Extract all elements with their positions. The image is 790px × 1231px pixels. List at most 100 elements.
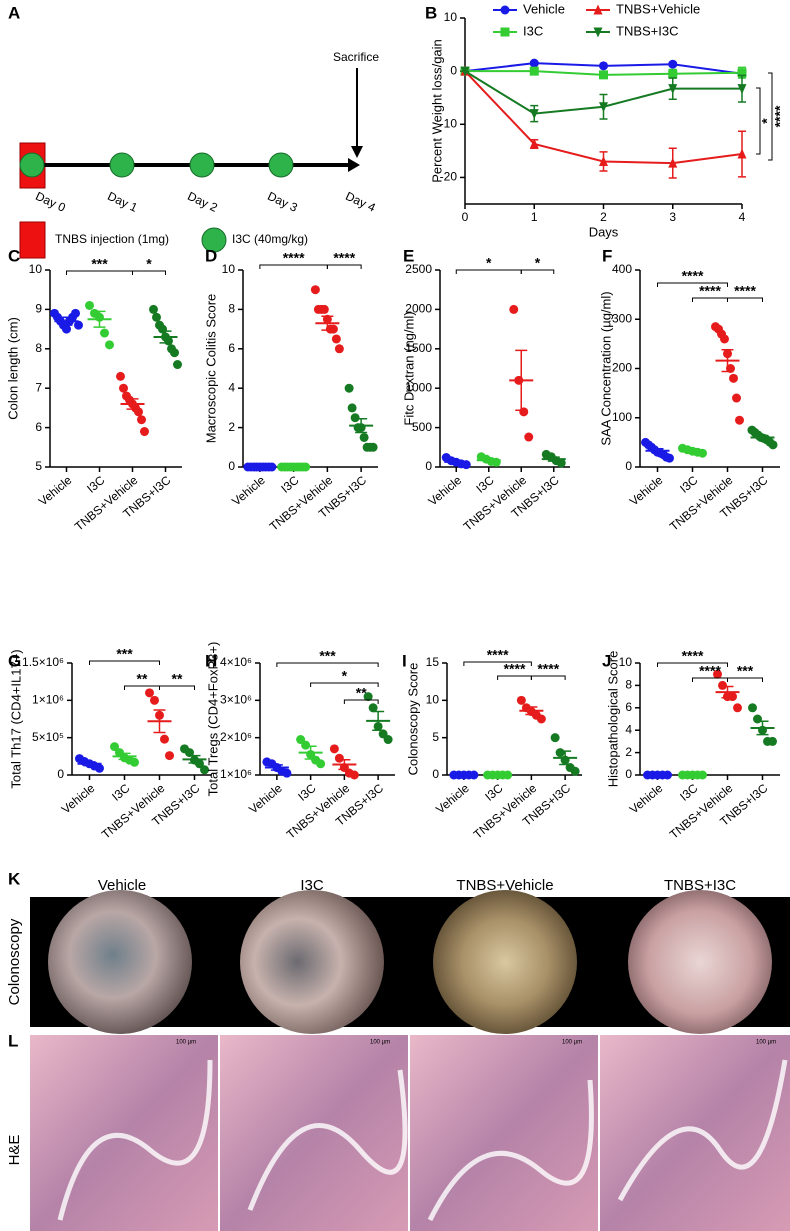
marker	[737, 84, 747, 95]
y-tick-label: 2	[228, 420, 235, 434]
data-point	[768, 440, 778, 450]
i3c-dot	[268, 152, 294, 178]
data-point	[319, 304, 329, 314]
column-label: I3C	[300, 877, 324, 894]
data-point	[349, 770, 359, 780]
marker	[599, 102, 608, 113]
sem-bar	[756, 434, 769, 441]
y-tick-label: 4	[625, 722, 632, 736]
significance-bracket	[276, 662, 379, 667]
histology-image	[220, 1035, 408, 1231]
data-point	[301, 740, 311, 750]
colonoscopy-image	[433, 890, 577, 1034]
sem-bar	[525, 706, 538, 716]
significance-bracket	[657, 662, 728, 667]
sem-bar	[355, 417, 368, 434]
data-point	[140, 427, 149, 437]
y-axis-label: Total Tregs (CD4+FoxP3+)	[205, 642, 220, 797]
data-point	[137, 415, 146, 425]
data-point	[768, 736, 777, 746]
y-tick-label: -20	[440, 170, 458, 184]
data-point	[331, 334, 341, 344]
i3c-dot	[189, 152, 215, 178]
y-tick-label: 1500	[405, 341, 432, 355]
x-tick-label: 4	[739, 210, 746, 224]
data-point	[363, 692, 373, 702]
panel-a: A Sacrifice Day 0 Day 1 Day 2 Day 3 Day …	[8, 3, 379, 259]
marker	[668, 69, 678, 79]
significance-label: ****	[734, 283, 756, 299]
data-point	[516, 695, 526, 705]
scale-bar-label: 100 µm	[562, 1040, 582, 1046]
marker	[460, 66, 470, 77]
legend-label: Vehicle	[523, 1, 565, 16]
y-tick-label: 6	[228, 341, 235, 355]
significance-label: ***	[91, 256, 108, 272]
panel-k: K Colonoscopy Vehicle I3C TNBS+Vehicle T…	[6, 869, 790, 1034]
y-tick-label: 4	[228, 380, 235, 394]
data-point	[328, 324, 338, 334]
day-label: Day 0	[33, 189, 68, 215]
sacrifice-arrowhead	[351, 146, 363, 158]
y-tick-label: -10	[440, 116, 458, 130]
sem-bar	[321, 315, 334, 331]
significance-label: *	[486, 255, 492, 271]
data-point	[735, 415, 744, 425]
scale-bar-label: 100 µm	[756, 1040, 776, 1046]
x-tick-label: I3C	[677, 473, 701, 496]
panel-label: L	[8, 1031, 18, 1050]
marker	[529, 138, 539, 149]
y-axis-label: Total Th17 (CD4+IL17+)	[8, 649, 23, 788]
significance-label: *	[146, 256, 152, 272]
y-tick-label: 3×10⁶	[220, 693, 252, 707]
significance-label: ****	[333, 250, 355, 266]
data-point	[334, 344, 344, 354]
significance-label: ****	[537, 661, 559, 677]
significance-label: ***	[319, 648, 336, 664]
panel-label: J	[602, 651, 611, 670]
significance-label: ****	[682, 268, 704, 284]
data-point	[729, 373, 738, 383]
data-point	[85, 300, 94, 310]
data-point	[316, 759, 326, 769]
sem-bar	[756, 720, 769, 736]
y-tick-label: 10	[222, 262, 236, 276]
x-tick-label: 2	[600, 210, 607, 224]
data-point	[74, 320, 83, 330]
x-tick-label: I3C	[278, 473, 302, 496]
sem-bar	[126, 398, 139, 410]
data-point	[344, 383, 354, 393]
panel-label: I	[402, 651, 407, 670]
significance-bracket	[343, 699, 379, 704]
data-point	[116, 371, 125, 381]
timeline-arrow	[348, 158, 360, 172]
column-label: Vehicle	[98, 877, 146, 894]
day-label: Day 3	[265, 189, 300, 215]
marker	[668, 84, 678, 95]
data-point	[359, 432, 369, 442]
y-tick-label: 0	[432, 767, 439, 781]
data-point	[524, 432, 534, 442]
y-tick-label: 1×10⁶	[220, 767, 252, 781]
significance-label: ****	[487, 647, 509, 663]
significance-bracket	[657, 282, 728, 287]
y-tick-label: 5×10⁵	[32, 730, 64, 744]
x-tick-label: Vehicle	[246, 781, 285, 817]
significance-label: *	[759, 118, 775, 124]
row-label: H&E	[6, 1135, 23, 1166]
data-point	[100, 328, 109, 338]
panel-label: B	[425, 3, 437, 22]
data-point	[748, 703, 757, 713]
colonoscopy-image	[48, 890, 192, 1034]
significance-label: **	[172, 671, 183, 687]
y-tick-label: 7	[35, 380, 42, 394]
marker	[668, 59, 678, 69]
y-tick-label: 0	[425, 459, 432, 473]
marker	[500, 5, 510, 15]
i3c-dot	[109, 152, 135, 178]
marker	[529, 109, 539, 120]
sem-bar	[118, 752, 131, 761]
data-point	[713, 669, 722, 679]
data-point	[310, 285, 320, 295]
significance-bracket	[520, 269, 555, 274]
